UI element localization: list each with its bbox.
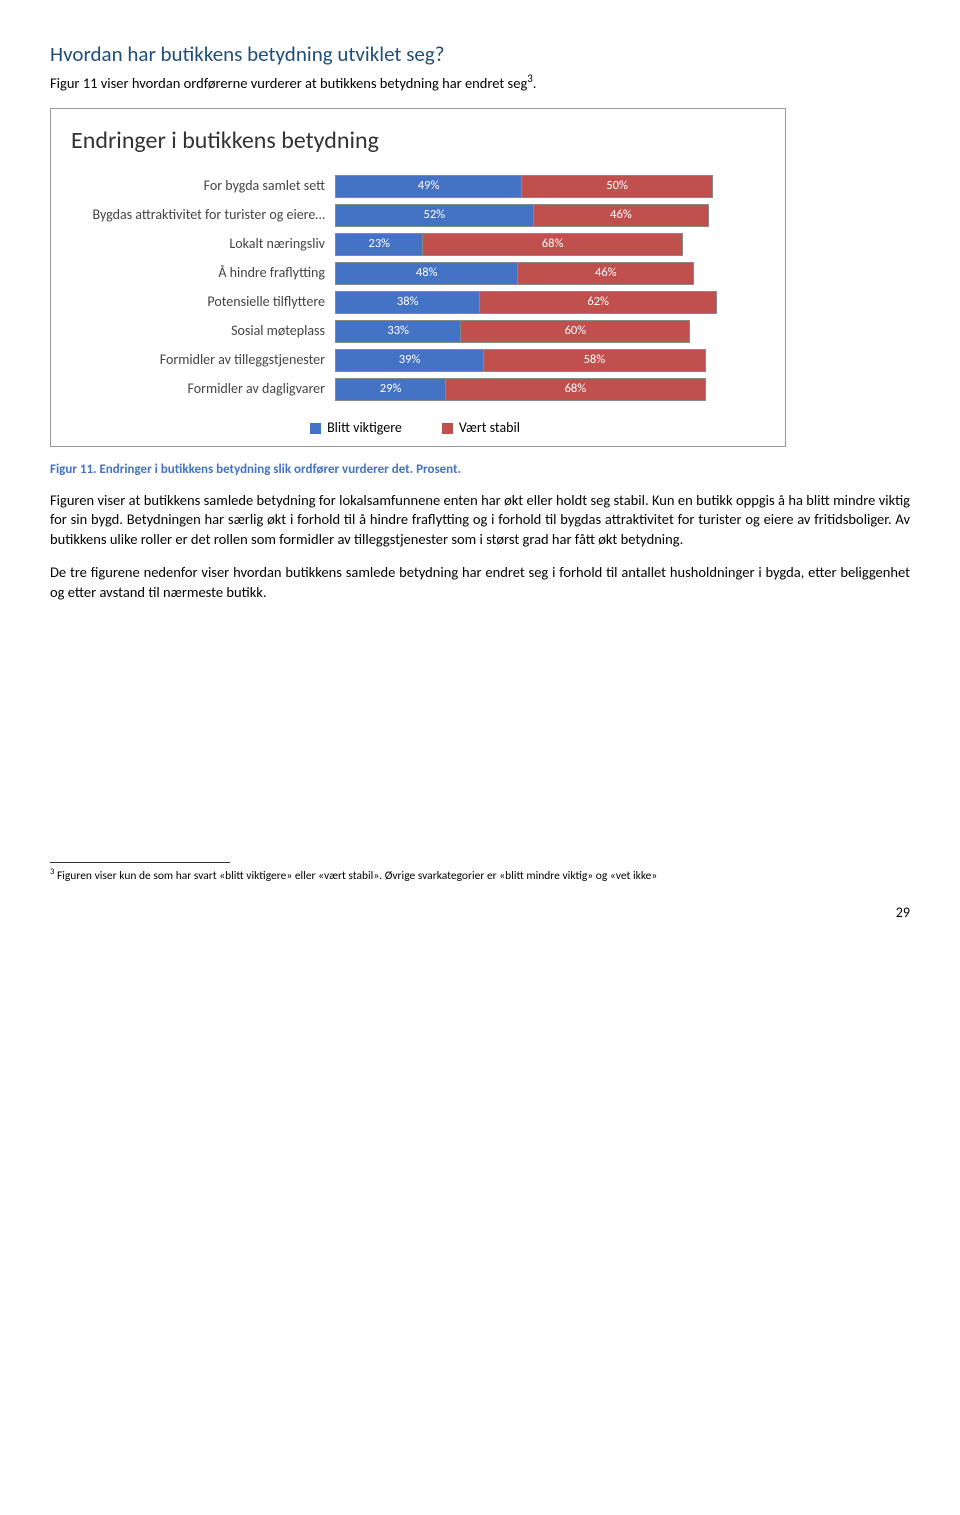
bar-label: Formidler av tilleggstjenester — [65, 351, 335, 370]
bar-segment-a: 48% — [336, 263, 518, 284]
bar-segment-a: 38% — [336, 292, 480, 313]
bar-segment-b: 46% — [534, 205, 709, 226]
intro-paragraph: Figur 11 viser hvordan ordførerne vurder… — [50, 72, 910, 93]
bar-label: Å hindre fraflytting — [65, 264, 335, 283]
bar-label: Formidler av dagligvarer — [65, 380, 335, 399]
bar-segment-b: 62% — [480, 292, 716, 313]
bar-segment-b: 68% — [423, 234, 681, 255]
legend-label-a: Blitt viktigere — [327, 419, 402, 438]
legend-item-a: Blitt viktigere — [310, 419, 402, 438]
bar-segment-b: 60% — [461, 321, 689, 342]
bar-track: 38%62% — [335, 291, 717, 314]
bar-segment-b: 46% — [518, 263, 693, 284]
bar-label: Bygdas attraktivitet for turister og eie… — [65, 206, 335, 225]
bar-row: Bygdas attraktivitet for turister og eie… — [65, 204, 765, 227]
chart-title: Endringer i butikkens betydning — [71, 125, 765, 157]
bar-track: 48%46% — [335, 262, 694, 285]
figure-caption: Figur 11. Endringer i butikkens betydnin… — [50, 461, 910, 479]
bar-row: Formidler av dagligvarer29%68% — [65, 378, 765, 401]
footnote-separator — [50, 862, 230, 863]
bar-track: 33%60% — [335, 320, 690, 343]
body-paragraph-1: Figuren viser at butikkens samlede betyd… — [50, 491, 910, 550]
bar-row: Sosial møteplass33%60% — [65, 320, 765, 343]
bar-row: Formidler av tilleggstjenester39%58% — [65, 349, 765, 372]
bar-segment-a: 23% — [336, 234, 423, 255]
bar-track: 23%68% — [335, 233, 683, 256]
bar-row: Lokalt næringsliv23%68% — [65, 233, 765, 256]
bar-segment-a: 52% — [336, 205, 534, 226]
bar-segment-a: 33% — [336, 321, 461, 342]
chart-container: Endringer i butikkens betydning For bygd… — [50, 108, 786, 447]
bar-label: Sosial møteplass — [65, 322, 335, 341]
bar-row: For bygda samlet sett49%50% — [65, 175, 765, 198]
bar-track: 29%68% — [335, 378, 706, 401]
section-heading: Hvordan har butikkens betydning utviklet… — [50, 40, 910, 68]
chart-bars: For bygda samlet sett49%50%Bygdas attrak… — [65, 175, 765, 401]
bar-segment-a: 39% — [336, 350, 484, 371]
bar-row: Å hindre fraflytting48%46% — [65, 262, 765, 285]
bar-track: 52%46% — [335, 204, 709, 227]
bar-label: For bygda samlet sett — [65, 177, 335, 196]
legend-swatch-a — [310, 423, 321, 434]
bar-segment-b: 50% — [522, 176, 712, 197]
intro-text: Figur 11 viser hvordan ordførerne vurder… — [50, 74, 527, 92]
page-number: 29 — [50, 904, 910, 923]
legend-label-b: Vært stabil — [459, 419, 520, 438]
bar-segment-a: 49% — [336, 176, 522, 197]
bar-segment-a: 29% — [336, 379, 446, 400]
body-paragraph-2: De tre figurene nedenfor viser hvordan b… — [50, 563, 910, 602]
bar-row: Potensielle tilflyttere38%62% — [65, 291, 765, 314]
bar-segment-b: 68% — [446, 379, 704, 400]
footnote: 3 Figuren viser kun de som har svart «bl… — [50, 867, 910, 884]
bar-label: Lokalt næringsliv — [65, 235, 335, 254]
footnote-text: Figuren viser kun de som har svart «blit… — [54, 869, 657, 883]
legend-item-b: Vært stabil — [442, 419, 520, 438]
bar-track: 39%58% — [335, 349, 706, 372]
bar-label: Potensielle tilflyttere — [65, 293, 335, 312]
bar-track: 49%50% — [335, 175, 713, 198]
legend-swatch-b — [442, 423, 453, 434]
chart-legend: Blitt viktigere Vært stabil — [65, 419, 765, 438]
bar-segment-b: 58% — [484, 350, 704, 371]
intro-period: . — [533, 74, 537, 92]
